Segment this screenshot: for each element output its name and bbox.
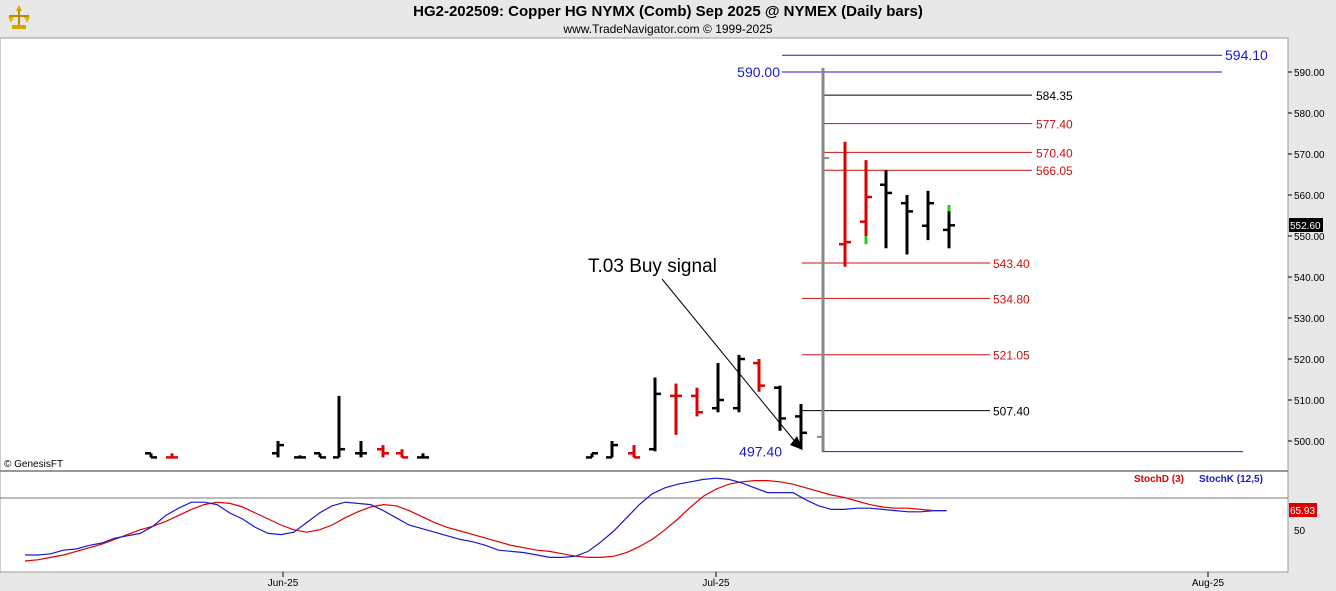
price-bar — [166, 453, 178, 459]
last-price-badge — [1289, 218, 1323, 232]
stoch-last-label: 65.93 — [1290, 506, 1315, 517]
price-bar — [670, 383, 682, 435]
stoch-tick-50: 50 — [1294, 526, 1306, 537]
price-bar — [294, 455, 306, 459]
price-tick-label: 520.00 — [1294, 355, 1325, 366]
price-tick-label: 540.00 — [1294, 273, 1325, 284]
trade-navigator-logo-icon — [8, 5, 30, 29]
price-tick-label: 570.00 — [1294, 150, 1325, 161]
price-bar — [691, 387, 703, 417]
price-bar — [145, 452, 157, 459]
annotation-arrow-line — [661, 278, 798, 445]
x-tick-label: Jul-25 — [702, 578, 730, 589]
price-panel-background — [0, 37, 1289, 472]
level-label: 590.00 — [737, 64, 780, 80]
x-tick-label: Jun-25 — [268, 578, 299, 589]
price-bar — [314, 452, 326, 459]
level-label: 594.10 — [1225, 47, 1268, 63]
stoch-k-legend: StochK (12,5) — [1199, 474, 1263, 485]
price-tick-label: 510.00 — [1294, 396, 1325, 407]
level-label: 566.05 — [1036, 164, 1073, 178]
price-bar — [880, 170, 892, 249]
chart-header: HG2-202509: Copper HG NYMX (Comb) Sep 20… — [0, 0, 1336, 38]
price-bar — [628, 445, 640, 459]
price-bar — [943, 205, 955, 249]
price-bar — [649, 377, 661, 452]
stochastic-panel-background — [0, 470, 1289, 573]
stoch-last-badge — [1289, 503, 1317, 517]
price-bar — [839, 141, 851, 267]
level-label: 570.40 — [1036, 146, 1073, 160]
genesis-watermark: © GenesisFT — [4, 459, 63, 470]
price-tick-label: 580.00 — [1294, 109, 1325, 120]
stochastic-line — [24, 480, 947, 562]
price-bar — [753, 359, 765, 392]
price-bar — [606, 441, 618, 459]
price-tick-label: 590.00 — [1294, 68, 1325, 79]
price-tick-label: 560.00 — [1294, 191, 1325, 202]
price-tick-label: 500.00 — [1294, 437, 1325, 448]
level-label: 584.35 — [1036, 89, 1073, 103]
price-bar — [396, 449, 408, 459]
price-bar — [377, 445, 389, 458]
buy-signal-annotation: T.03 Buy signal — [588, 256, 717, 277]
price-bar — [901, 195, 913, 255]
price-tick-label: 550.00 — [1294, 232, 1325, 243]
level-label: 497.40 — [739, 444, 782, 460]
price-bar — [417, 453, 429, 459]
price-bar — [333, 395, 345, 459]
level-label: 543.40 — [993, 257, 1030, 271]
x-tick-label: Aug-25 — [1192, 578, 1225, 589]
price-bar — [733, 354, 745, 413]
stochastic-line — [25, 477, 947, 559]
price-bar — [586, 452, 598, 459]
chart-title: HG2-202509: Copper HG NYMX (Comb) Sep 20… — [413, 3, 923, 20]
stoch-d-legend: StochD (3) — [1134, 474, 1184, 485]
price-bar — [922, 190, 934, 241]
level-label: 577.40 — [1036, 118, 1073, 132]
price-bar — [272, 441, 284, 458]
price-bar — [355, 441, 367, 458]
price-tick-label: 530.00 — [1294, 314, 1325, 325]
price-bar — [860, 160, 872, 243]
level-label: 507.40 — [993, 405, 1030, 419]
last-price-label: 552.60 — [1290, 221, 1321, 232]
annotation-arrow-head — [790, 436, 803, 450]
level-label: 521.05 — [993, 349, 1030, 363]
chart-subtitle: www.TradeNavigator.com © 1999-2025 — [563, 22, 773, 36]
price-bar — [712, 363, 724, 413]
level-label: 534.80 — [993, 292, 1030, 306]
price-bar — [795, 404, 807, 450]
